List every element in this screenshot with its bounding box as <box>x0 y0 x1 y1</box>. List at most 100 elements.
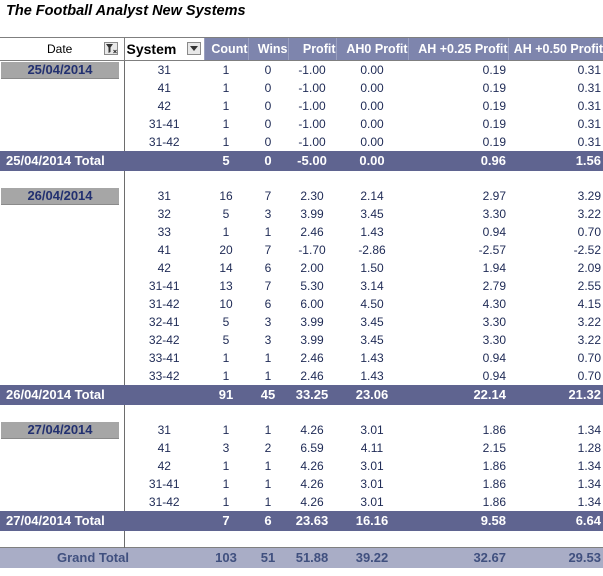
value-cell: 0.19 <box>482 81 506 95</box>
spacer-cell <box>288 531 336 548</box>
date-group-label[interactable]: 26/04/2014 <box>1 187 119 205</box>
group-total-row: 27/04/2014 Total 7 6 23.63 16.16 9.58 6.64 <box>0 511 603 531</box>
value-cell: 4.26 <box>300 477 324 491</box>
total-value-cell: 9.58 <box>408 511 508 531</box>
date-cell <box>0 313 124 331</box>
ah025-profit-header: AH +0.25 Profit <box>407 37 508 61</box>
value-cell: 14 <box>219 261 233 275</box>
table-row: 26/04/2014 31 16 7 2.30 2.14 2.97 3.29 <box>0 187 603 205</box>
date-group-label[interactable]: 25/04/2014 <box>1 61 119 79</box>
value-cell: -1.00 <box>298 117 326 131</box>
value-cell: 0.31 <box>577 63 601 77</box>
system-cell: 31-42 <box>123 133 204 151</box>
group-spacer <box>0 531 603 548</box>
date-cell <box>0 97 124 115</box>
value-cell: 3.01 <box>360 423 384 437</box>
date-group-label[interactable]: 27/04/2014 <box>1 421 119 439</box>
value-cell: 1.43 <box>360 225 384 239</box>
value-cell: 0 <box>264 63 272 77</box>
value-cell: 1 <box>222 135 230 149</box>
date-cell[interactable]: 27/04/2014 <box>0 421 124 439</box>
value-cell: 1.86 <box>482 423 506 437</box>
date-header-label: Date <box>47 42 73 56</box>
date-cell[interactable]: 25/04/2014 <box>0 61 124 80</box>
value-cell: 0.00 <box>360 81 384 95</box>
value-cell: 5 <box>222 333 230 347</box>
value-cell: -2.57 <box>478 243 506 257</box>
total-value-cell: 6.64 <box>508 511 603 531</box>
spacer-cell <box>508 171 603 187</box>
value-cell: 0.70 <box>577 369 601 383</box>
table-row: 25/04/2014 31 1 0 -1.00 0.00 0.19 0.31 <box>0 60 603 80</box>
value-cell: 2.46 <box>300 369 324 383</box>
value-cell: -2.86 <box>358 243 386 257</box>
spacer-cell <box>336 531 408 548</box>
value-cell: 0 <box>264 135 272 149</box>
table-row: 32-42 5 3 3.99 3.45 3.30 3.22 <box>0 331 603 349</box>
value-cell: 4.26 <box>300 423 324 437</box>
value-cell: 7 <box>264 279 272 293</box>
value-cell: 3.01 <box>360 459 384 473</box>
value-cell: 2 <box>264 441 272 455</box>
total-value-cell: 0.96 <box>408 151 508 171</box>
spacer-cell <box>248 531 288 548</box>
table-row: 33-41 1 1 2.46 1.43 0.94 0.70 <box>0 349 603 367</box>
count-header: Count <box>203 37 248 61</box>
table-row: 31-42 1 1 4.26 3.01 1.86 1.34 <box>0 493 603 511</box>
system-filter-button[interactable] <box>186 42 201 55</box>
ah0-profit-header: AH0 Profit <box>335 37 408 61</box>
value-cell: 1.34 <box>577 459 601 473</box>
value-cell: 3.99 <box>300 315 324 329</box>
value-cell: 1 <box>222 495 230 509</box>
system-cell: 31-42 <box>123 295 204 313</box>
value-cell: 3 <box>222 441 230 455</box>
total-value-cell: 21.32 <box>508 385 603 405</box>
pivot-body: 25/04/2014 31 1 0 -1.00 0.00 0.19 0.31 41 1 0 -1.00… <box>0 60 603 568</box>
total-value-cell: 91 <box>204 385 248 405</box>
system-cell: 41 <box>123 241 204 259</box>
value-cell: 3.45 <box>360 207 384 221</box>
value-cell: 1.34 <box>577 423 601 437</box>
total-value-cell: 0 <box>248 151 288 171</box>
value-cell: 16 <box>219 189 233 203</box>
value-cell: 3.45 <box>360 315 384 329</box>
value-cell: 0.00 <box>360 117 384 131</box>
value-cell: 1 <box>264 423 272 437</box>
system-cell: 33 <box>123 223 204 241</box>
value-cell: 5 <box>222 315 230 329</box>
date-filter-button[interactable] <box>104 42 118 55</box>
value-cell: 3 <box>264 207 272 221</box>
value-cell: 0.19 <box>482 117 506 131</box>
value-cell: 4.30 <box>482 297 506 311</box>
system-cell: 33-42 <box>123 367 204 385</box>
value-cell: 4.26 <box>300 495 324 509</box>
spacer-cell <box>204 405 248 421</box>
value-cell: 7 <box>264 243 272 257</box>
value-cell: 0.70 <box>577 351 601 365</box>
total-value-cell: -5.00 <box>288 151 336 171</box>
value-cell: 1 <box>222 369 230 383</box>
value-cell: 0.31 <box>577 117 601 131</box>
date-cell <box>0 331 124 349</box>
total-value-cell: 33.25 <box>288 385 336 405</box>
value-cell: 0 <box>264 81 272 95</box>
spacer-cell <box>123 405 204 421</box>
value-cell: 6 <box>264 261 272 275</box>
value-cell: 1 <box>222 351 230 365</box>
spacer-cell <box>123 531 204 548</box>
value-cell: 3.22 <box>577 315 601 329</box>
value-cell: 1 <box>264 369 272 383</box>
system-cell: 31-41 <box>123 475 204 493</box>
value-cell: 4.11 <box>360 441 384 455</box>
table-row: 31-42 1 0 -1.00 0.00 0.19 0.31 <box>0 133 603 151</box>
value-cell: 2.30 <box>300 189 324 203</box>
group-total-label: 25/04/2014 Total <box>0 151 204 171</box>
date-cell[interactable]: 26/04/2014 <box>0 187 124 205</box>
system-cell: 31-41 <box>123 115 204 133</box>
spacer-cell <box>408 171 508 187</box>
system-header-label: System <box>126 41 177 57</box>
value-cell: 2.55 <box>577 279 601 293</box>
system-cell: 32-41 <box>123 313 204 331</box>
profit-header: Profit <box>287 37 336 61</box>
value-cell: 20 <box>219 243 233 257</box>
